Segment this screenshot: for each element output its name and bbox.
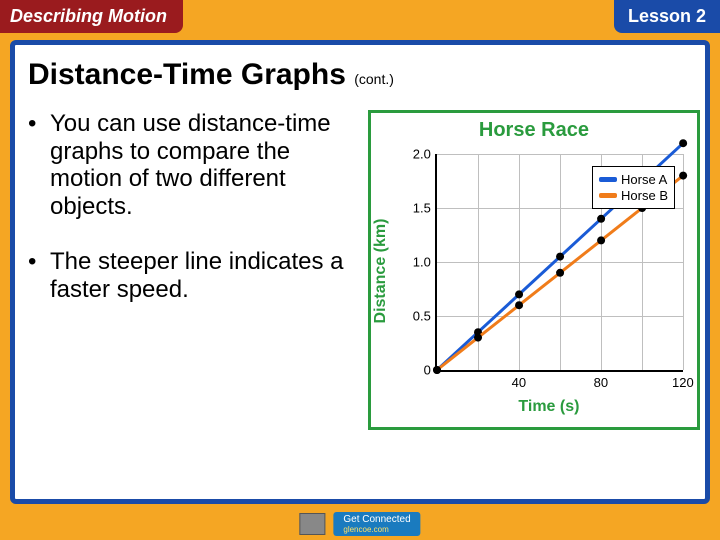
connect-url: glencoe.com — [343, 526, 410, 534]
x-tick: 80 — [594, 375, 608, 390]
distance-time-chart: Horse Race Distance (km) 00.51.01.52.040… — [368, 110, 700, 430]
x-axis-label: Time (s) — [407, 398, 691, 416]
y-axis-label: Distance (km) — [372, 219, 390, 324]
bullet-item: You can use distance-time graphs to comp… — [28, 110, 358, 220]
plot-area: 00.51.01.52.04080120Horse AHorse B — [435, 154, 683, 372]
connect-label: Get Connected — [343, 515, 410, 526]
lesson-badge: Lesson 2 — [614, 0, 720, 33]
legend-swatch — [599, 193, 617, 198]
x-tick: 40 — [512, 375, 526, 390]
chart-title: Horse Race — [377, 119, 691, 142]
y-tick: 0.5 — [399, 309, 431, 324]
x-tick: 120 — [672, 375, 694, 390]
y-tick: 0 — [399, 363, 431, 378]
y-tick: 2.0 — [399, 147, 431, 162]
slide-title: Distance-Time Graphs (cont.) — [28, 58, 700, 92]
projector-icon[interactable] — [299, 513, 325, 535]
get-connected-button[interactable]: Get Connected glencoe.com — [333, 512, 420, 536]
footer-bar: Get Connected glencoe.com — [299, 512, 420, 536]
legend-label: Horse A — [621, 172, 667, 187]
y-tick: 1.5 — [399, 201, 431, 216]
chart-legend: Horse AHorse B — [592, 166, 675, 209]
bullet-list: You can use distance-time graphs to comp… — [28, 110, 358, 430]
legend-label: Horse B — [621, 188, 668, 203]
bullet-item: The steeper line indicates a faster spee… — [28, 248, 358, 303]
chapter-badge: Describing Motion — [0, 0, 183, 33]
slide-content: Distance-Time Graphs (cont.) You can use… — [28, 50, 700, 495]
title-suffix: (cont.) — [354, 71, 394, 87]
y-tick: 1.0 — [399, 255, 431, 270]
legend-swatch — [599, 177, 617, 182]
title-text: Distance-Time Graphs — [28, 58, 346, 91]
